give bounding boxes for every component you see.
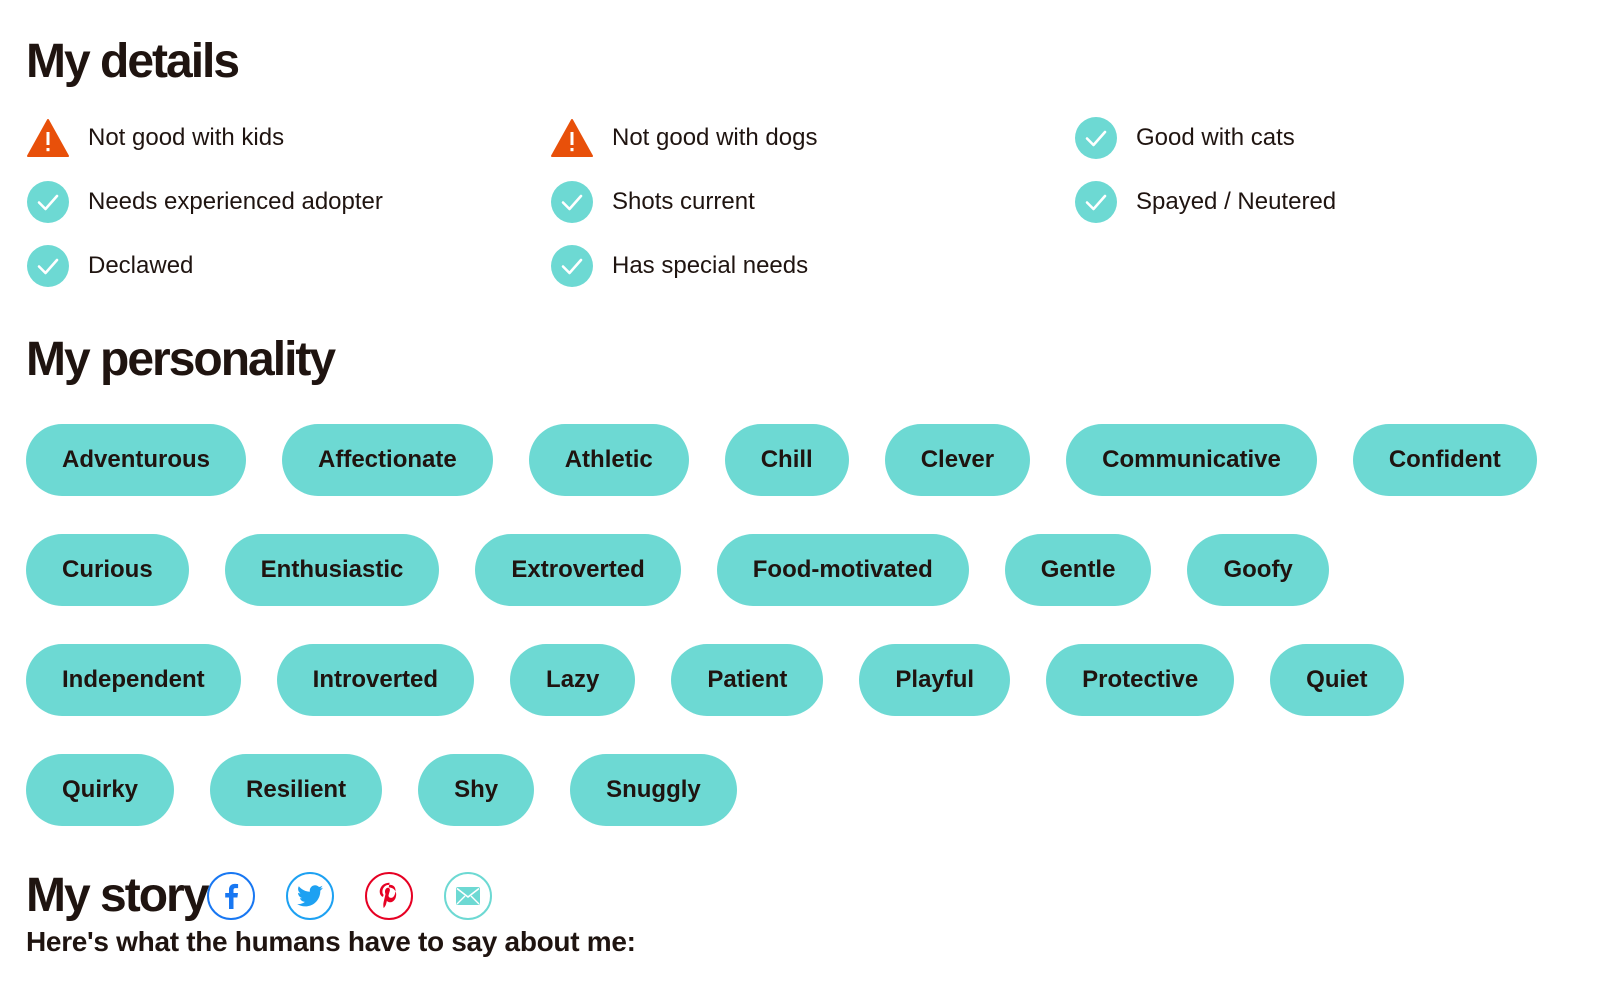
check-icon <box>1074 180 1118 224</box>
personality-tag[interactable]: Quiet <box>1270 644 1404 716</box>
detail-item: Shots current <box>550 180 1074 224</box>
check-icon <box>26 180 70 224</box>
personality-tag[interactable]: Gentle <box>1004 534 1152 606</box>
detail-item: Good with cats <box>1074 116 1586 160</box>
personality-tag[interactable]: Protective <box>1046 644 1235 716</box>
story-header: My story <box>26 872 523 920</box>
share-facebook-button[interactable] <box>207 872 256 920</box>
detail-item: Not good with kids <box>26 116 550 160</box>
personality-tag[interactable]: Goofy <box>1187 534 1329 606</box>
detail-item: Declawed <box>26 244 550 288</box>
personality-tag[interactable]: Chill <box>724 424 849 496</box>
check-icon <box>550 180 594 224</box>
twitter-icon <box>297 885 324 907</box>
story-subtitle: Here's what the humans have to say about… <box>26 926 636 957</box>
tag-row: Independent Introverted Lazy Patient Pla… <box>26 644 1586 716</box>
detail-label: Needs experienced adopter <box>88 188 383 215</box>
detail-item: Spayed / Neutered <box>1074 180 1586 224</box>
personality-tag[interactable]: Resilient <box>210 754 383 826</box>
warning-icon <box>550 116 594 160</box>
personality-tag[interactable]: Independent <box>26 644 241 716</box>
my-personality-heading: My personality <box>26 333 336 386</box>
detail-item: Needs experienced adopter <box>26 180 550 224</box>
check-icon <box>1074 116 1118 160</box>
detail-label: Shots current <box>612 188 755 215</box>
personality-tag[interactable]: Patient <box>671 644 824 716</box>
tag-row: Curious Enthusiastic Extroverted Food-mo… <box>26 534 1586 606</box>
personality-tag[interactable]: Confident <box>1352 424 1537 496</box>
detail-label: Not good with dogs <box>612 124 818 151</box>
personality-tag[interactable]: Food-motivated <box>716 534 969 606</box>
personality-tag[interactable]: Snuggly <box>570 754 737 826</box>
personality-tag[interactable]: Communicative <box>1066 424 1317 496</box>
check-icon <box>550 244 594 288</box>
personality-tag[interactable]: Shy <box>418 754 535 826</box>
tag-row: Quirky Resilient Shy Snuggly <box>26 754 1586 826</box>
my-details-heading: My details <box>26 35 240 88</box>
personality-tag[interactable]: Athletic <box>528 424 689 496</box>
personality-tag[interactable]: Lazy <box>510 644 636 716</box>
personality-tag[interactable]: Extroverted <box>475 534 681 606</box>
share-pinterest-button[interactable] <box>365 872 414 920</box>
detail-label: Spayed / Neutered <box>1136 188 1337 215</box>
my-story-heading: My story <box>26 869 209 922</box>
detail-label: Not good with kids <box>88 124 285 151</box>
email-icon <box>456 887 481 905</box>
personality-tag[interactable]: Affectionate <box>282 424 493 496</box>
share-email-button[interactable] <box>444 872 493 920</box>
personality-tag[interactable]: Curious <box>26 534 189 606</box>
personality-tag[interactable]: Quirky <box>26 754 175 826</box>
warning-icon <box>26 116 70 160</box>
personality-tags: Adventurous Affectionate Athletic Chill … <box>26 424 1586 864</box>
detail-label: Declawed <box>88 252 194 279</box>
personality-tag[interactable]: Introverted <box>276 644 475 716</box>
detail-label: Good with cats <box>1136 124 1295 151</box>
check-icon <box>26 244 70 288</box>
personality-tag[interactable]: Clever <box>884 424 1031 496</box>
details-list: Not good with kids Not good with dogs Go… <box>26 116 1586 308</box>
tag-row: Adventurous Affectionate Athletic Chill … <box>26 424 1586 496</box>
facebook-icon <box>225 883 239 909</box>
detail-label: Has special needs <box>612 252 809 279</box>
share-twitter-button[interactable] <box>286 872 335 920</box>
detail-item: Not good with dogs <box>550 116 1074 160</box>
personality-tag[interactable]: Playful <box>859 644 1011 716</box>
detail-item: Has special needs <box>550 244 1074 288</box>
personality-tag[interactable]: Adventurous <box>26 424 247 496</box>
personality-tag[interactable]: Enthusiastic <box>224 534 440 606</box>
pinterest-icon <box>380 882 397 908</box>
